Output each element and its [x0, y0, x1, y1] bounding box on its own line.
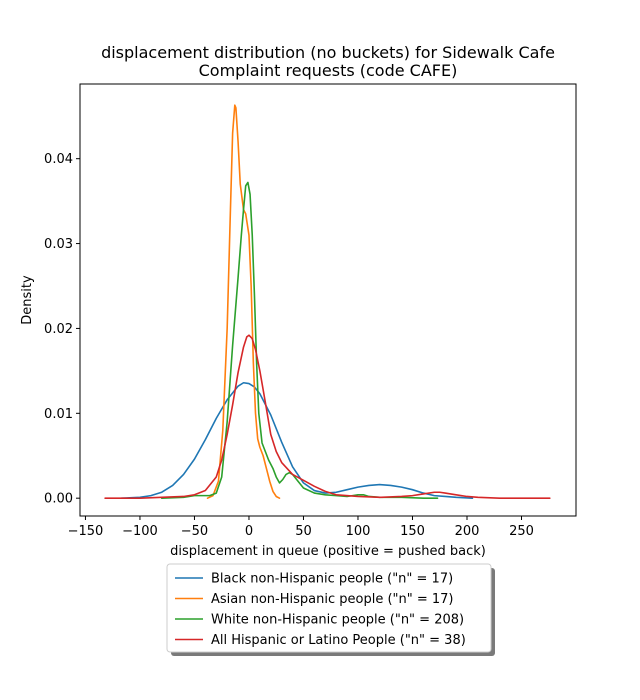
x-tick-label: 0: [245, 524, 253, 539]
legend-label-0: Black non-Hispanic people ("n" = 17): [211, 572, 453, 587]
x-tick-label: −100: [122, 524, 158, 539]
legend-label-3: All Hispanic or Latino People ("n" = 38): [211, 633, 466, 648]
y-tick-label: 0.03: [44, 237, 73, 252]
plot-frame: [79, 83, 577, 517]
legend-box: [166, 563, 492, 653]
chart-title-line-1: displacement distribution (no buckets) f…: [101, 43, 555, 62]
series-line-3: [104, 334, 551, 499]
legend-items: Black non-Hispanic people ("n" = 17) Asia…: [175, 572, 466, 648]
series-line-0: [120, 381, 474, 499]
x-tick-label: 50: [295, 524, 312, 539]
y-axis-ticks: 0.00 0.01 0.02 0.03 0.04: [44, 152, 80, 507]
y-axis-label: Density: [20, 275, 35, 325]
x-axis-ticks: −150 −100 −50 0 50 100 150 200 250: [68, 516, 534, 539]
y-tick-label: 0.01: [44, 407, 73, 422]
chart-title-line-2: Complaint requests (code CAFE): [199, 61, 458, 80]
x-tick-label: 200: [455, 524, 480, 539]
x-axis-label: displacement in queue (positive = pushed…: [170, 544, 486, 559]
x-tick-label: −150: [68, 524, 104, 539]
legend: Black non-Hispanic people ("n" = 17) Asia…: [166, 563, 495, 656]
y-tick-label: 0.04: [44, 152, 73, 167]
y-tick-label: 0.00: [44, 492, 73, 507]
x-tick-label: 250: [509, 524, 534, 539]
legend-label-2: White non-Hispanic people ("n" = 208): [211, 613, 464, 628]
x-tick-label: 100: [346, 524, 371, 539]
y-tick-label: 0.02: [44, 322, 73, 337]
legend-label-1: Asian non-Hispanic people ("n" = 17): [211, 592, 454, 607]
series-line-1: [206, 104, 281, 499]
x-tick-label: 150: [400, 524, 425, 539]
plot-area: [104, 104, 551, 499]
x-tick-label: −50: [181, 524, 208, 539]
